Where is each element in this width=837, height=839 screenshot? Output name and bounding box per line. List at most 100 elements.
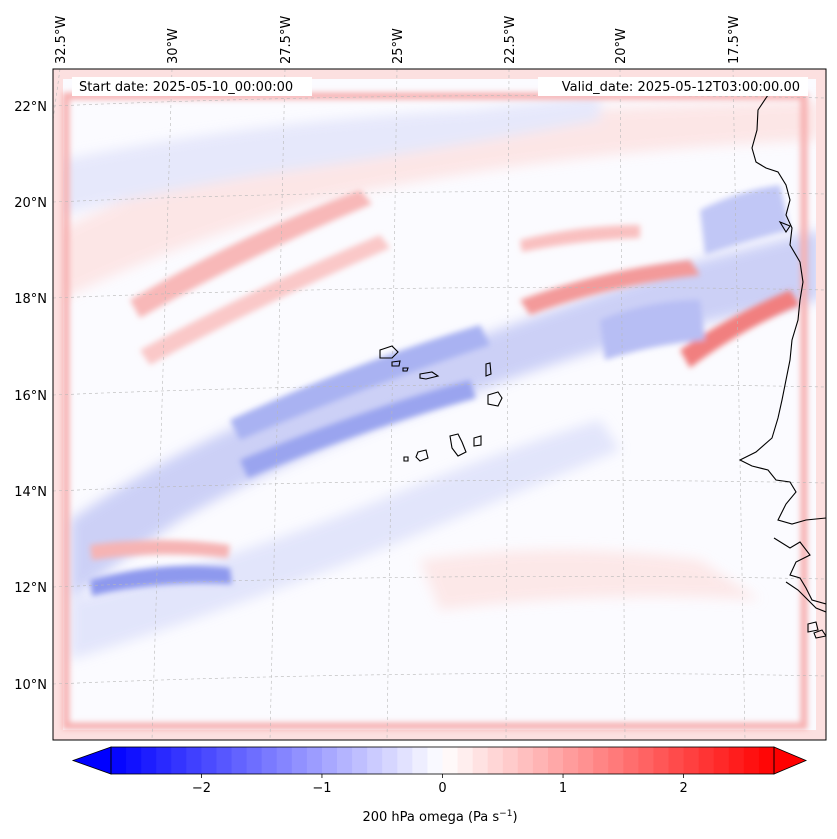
omega-streak-blue-5 xyxy=(700,185,790,255)
parallel xyxy=(53,95,826,107)
meridian xyxy=(151,69,173,740)
omega-streak-blue-3 xyxy=(90,565,232,596)
omega-streak-blue-1 xyxy=(230,325,490,440)
lat-label: 16°N xyxy=(14,389,47,404)
colorbar-step xyxy=(698,747,715,774)
colorbar-step xyxy=(442,747,458,774)
colorbar-step xyxy=(156,747,172,774)
colorbar-step xyxy=(382,747,398,774)
colorbar-step xyxy=(261,747,278,774)
lat-label: 20°N xyxy=(14,196,47,211)
omega-band-red-lower xyxy=(420,550,760,610)
colorbar-step xyxy=(321,747,338,774)
parallel xyxy=(53,480,826,492)
meridian xyxy=(619,69,626,740)
island-fogo xyxy=(415,449,429,462)
lat-label: 14°N xyxy=(14,485,47,500)
island-sao-nicolau xyxy=(419,371,440,380)
island-sao-vicente xyxy=(391,360,401,367)
colorbar-step xyxy=(306,747,323,774)
lon-label: 25°W xyxy=(391,28,406,64)
boundary-frame-inner xyxy=(62,92,808,730)
lon-label: 32.5°W xyxy=(54,16,69,64)
island-santiago xyxy=(449,433,467,457)
colorbar-extend-max xyxy=(773,746,808,775)
omega-streak-red-2 xyxy=(140,235,390,365)
omega-streak-blue-4 xyxy=(600,300,705,360)
omega-streak-blue-2 xyxy=(240,380,476,478)
colorbar-tick-label: −1 xyxy=(312,781,331,796)
colorbar-step xyxy=(638,747,654,774)
bijagos-coast xyxy=(785,581,826,613)
omega-streak-red-6 xyxy=(520,225,640,252)
colorbar-step xyxy=(427,747,443,774)
colorbar-step xyxy=(397,747,413,774)
colorbar-step xyxy=(517,747,534,774)
colorbar-step xyxy=(668,747,684,774)
island-brava xyxy=(403,456,409,462)
colorbar-label: 200 hPa omega (Pa s−1) xyxy=(362,809,517,825)
colorbar-step xyxy=(713,747,730,774)
colorbar-step xyxy=(563,747,579,774)
island-boa-vista xyxy=(487,391,503,407)
omega-streak-red-5 xyxy=(680,290,800,368)
colorbar-step xyxy=(758,747,775,774)
lat-label: 12°N xyxy=(14,581,47,596)
colorbar-step xyxy=(743,747,760,774)
boundary-frame-outer xyxy=(53,69,826,740)
colorbar-step xyxy=(608,747,624,774)
omega-band-blue-upper xyxy=(60,95,600,215)
colorbar-tick-label: 1 xyxy=(559,781,567,796)
map-panel: Start date: 2025-05-10_00:00:00 Valid_da… xyxy=(52,68,827,741)
lon-label: 27.5°W xyxy=(279,16,294,64)
island-maio xyxy=(473,435,482,447)
colorbar-step xyxy=(728,747,745,774)
colorbar-step xyxy=(367,747,383,774)
meridian xyxy=(732,69,746,740)
lon-label: 30°W xyxy=(166,28,181,64)
colorbar-steps xyxy=(111,747,775,774)
colorbar-extend-min xyxy=(71,746,112,775)
gridlines xyxy=(53,69,826,740)
lat-label: 22°N xyxy=(14,100,47,115)
lon-label: 20°W xyxy=(614,28,629,64)
coastlines xyxy=(379,91,826,639)
meridian xyxy=(386,69,398,740)
meridian xyxy=(53,69,61,121)
colorbar-step xyxy=(276,747,293,774)
bijagos-islands xyxy=(807,621,826,639)
start-date-label: Start date: 2025-05-10_00:00:00 xyxy=(79,80,293,95)
colorbar-step xyxy=(141,747,157,774)
latitude-labels: 22°N 20°N 18°N 16°N 14°N 12°N 10°N xyxy=(14,100,47,693)
omega-streak-red-1 xyxy=(130,190,372,318)
valid-date-label: Valid_date: 2025-05-12T03:00:00.00 xyxy=(562,80,800,95)
colorbar-step xyxy=(593,747,609,774)
colorbar-step xyxy=(352,747,368,774)
omega-band-blue-south xyxy=(70,420,620,660)
parallel xyxy=(53,576,826,588)
colorbar-step xyxy=(487,747,504,774)
colorbar-step xyxy=(412,747,428,774)
colorbar-tick-label: 0 xyxy=(438,781,446,796)
lat-label: 10°N xyxy=(14,678,47,693)
parallel xyxy=(53,287,826,299)
colorbar-step xyxy=(186,747,202,774)
gambia-coast xyxy=(773,537,826,605)
parallel xyxy=(53,384,826,396)
island-santo-antao xyxy=(379,345,399,359)
colorbar-step xyxy=(231,747,248,774)
longitude-labels: 32.5°W 30°W 27.5°W 25°W 22.5°W 20°W 17.5… xyxy=(54,16,742,64)
omega-band-red-north xyxy=(60,100,820,300)
omega-field xyxy=(53,69,826,740)
omega-streak-red-3 xyxy=(90,540,230,560)
colorbar-step xyxy=(547,747,564,774)
colorbar-step xyxy=(216,747,232,774)
colorbar-step xyxy=(201,747,217,774)
colorbar-step xyxy=(502,747,519,774)
colorbar-step xyxy=(532,747,549,774)
meridian xyxy=(505,69,510,740)
island-santa-luzia xyxy=(402,367,409,372)
lon-label: 22.5°W xyxy=(503,16,518,64)
parallel xyxy=(53,191,826,203)
